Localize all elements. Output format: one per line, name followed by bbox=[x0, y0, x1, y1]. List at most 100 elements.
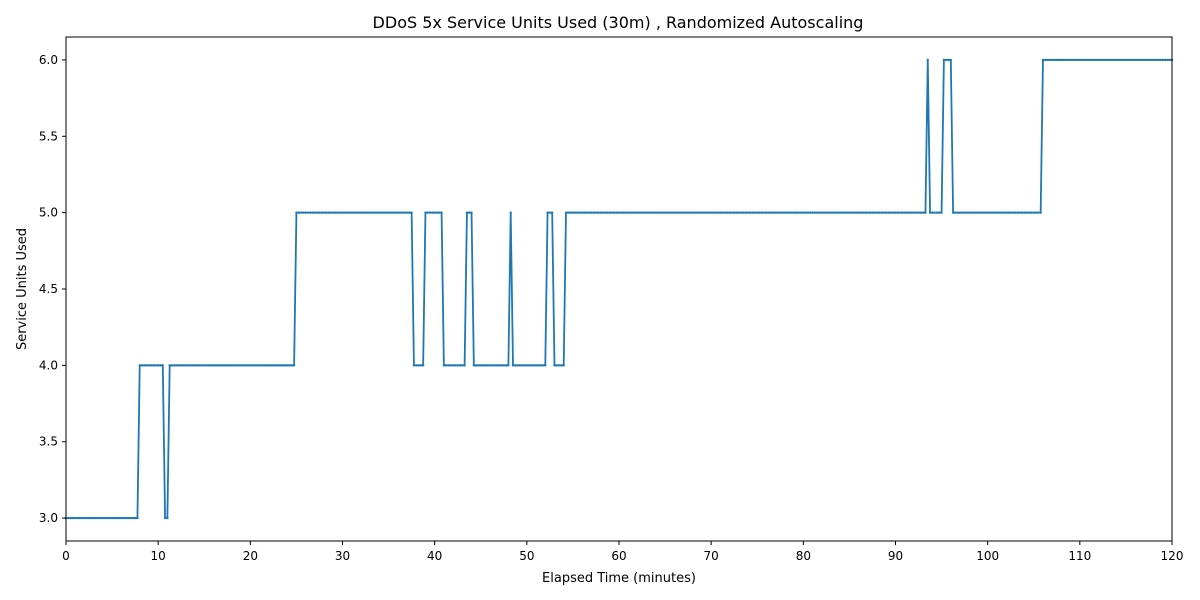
data-point bbox=[783, 211, 787, 214]
data-point bbox=[380, 211, 383, 214]
data-point bbox=[477, 364, 480, 367]
data-point bbox=[677, 211, 681, 214]
data-point bbox=[74, 516, 77, 520]
data-point bbox=[154, 364, 158, 367]
x-tick-label: 20 bbox=[243, 549, 258, 563]
data-point bbox=[716, 211, 720, 214]
data-point bbox=[1099, 58, 1102, 62]
data-point bbox=[1166, 58, 1169, 62]
data-point bbox=[468, 211, 471, 214]
data-point bbox=[574, 211, 577, 214]
data-point bbox=[689, 211, 692, 214]
data-point bbox=[693, 211, 697, 214]
data-point bbox=[597, 211, 600, 214]
data-point bbox=[951, 211, 955, 214]
data-point bbox=[1060, 58, 1063, 62]
data-point bbox=[110, 516, 114, 520]
data-point bbox=[1071, 58, 1075, 62]
data-point bbox=[1083, 58, 1086, 62]
data-point bbox=[295, 211, 298, 214]
data-point bbox=[661, 211, 664, 214]
data-point bbox=[180, 364, 183, 367]
data-point bbox=[751, 211, 754, 214]
data-point bbox=[103, 516, 107, 520]
data-point bbox=[931, 211, 934, 214]
data-point bbox=[1080, 58, 1084, 62]
data-point bbox=[145, 364, 148, 367]
x-tick-label: 60 bbox=[611, 549, 626, 563]
data-point bbox=[276, 364, 280, 367]
data-point bbox=[818, 211, 821, 214]
data-point bbox=[1055, 58, 1058, 62]
data-point bbox=[997, 211, 1001, 214]
data-point bbox=[594, 211, 598, 214]
data-point bbox=[463, 364, 466, 367]
data-point bbox=[1138, 58, 1141, 62]
data-point bbox=[1069, 58, 1072, 62]
data-point bbox=[935, 211, 939, 214]
data-point bbox=[1106, 58, 1109, 62]
data-point bbox=[707, 211, 711, 214]
data-point bbox=[221, 364, 224, 367]
data-point bbox=[131, 516, 135, 520]
data-point bbox=[615, 211, 618, 214]
data-point bbox=[1000, 211, 1003, 214]
data-point bbox=[320, 211, 323, 214]
data-point bbox=[410, 211, 413, 214]
data-point bbox=[875, 211, 879, 214]
data-point bbox=[839, 211, 842, 214]
data-point bbox=[256, 364, 259, 367]
data-point bbox=[836, 211, 840, 214]
data-point bbox=[115, 516, 118, 520]
data-point bbox=[80, 516, 84, 520]
data-point bbox=[152, 364, 155, 367]
data-point bbox=[822, 211, 826, 214]
data-point bbox=[984, 211, 987, 214]
x-tick-label: 80 bbox=[796, 549, 811, 563]
y-tick-label: 3.5 bbox=[39, 435, 58, 449]
data-point bbox=[762, 211, 766, 214]
data-point bbox=[592, 211, 595, 214]
data-point bbox=[797, 211, 800, 214]
data-point bbox=[262, 364, 266, 367]
data-point bbox=[237, 364, 241, 367]
data-point bbox=[624, 211, 628, 214]
data-point bbox=[956, 211, 959, 214]
y-tick-label: 4.5 bbox=[39, 282, 58, 296]
data-point bbox=[1092, 58, 1095, 62]
data-point bbox=[620, 211, 623, 214]
data-point bbox=[850, 211, 853, 214]
data-point bbox=[599, 211, 602, 214]
data-point bbox=[682, 211, 685, 214]
data-point bbox=[85, 516, 88, 520]
data-point bbox=[366, 211, 370, 214]
data-point bbox=[76, 516, 79, 520]
data-point bbox=[974, 211, 978, 214]
x-tick-label: 30 bbox=[335, 549, 350, 563]
data-point bbox=[226, 364, 229, 367]
data-point bbox=[709, 211, 713, 214]
data-point bbox=[958, 211, 962, 214]
data-point bbox=[1159, 58, 1162, 62]
data-point bbox=[173, 364, 176, 367]
series-line bbox=[66, 59, 1172, 519]
data-point bbox=[1124, 58, 1128, 62]
data-point bbox=[749, 211, 752, 214]
data-point bbox=[1108, 58, 1111, 62]
data-point bbox=[209, 364, 213, 367]
data-point bbox=[433, 211, 436, 214]
data-point bbox=[309, 211, 312, 214]
data-point bbox=[603, 211, 607, 214]
data-point bbox=[700, 211, 704, 214]
y-tick-label: 6.0 bbox=[39, 53, 58, 67]
data-point bbox=[1133, 58, 1137, 62]
data-point bbox=[196, 364, 199, 367]
data-point bbox=[698, 211, 701, 214]
data-point bbox=[779, 211, 782, 214]
data-point bbox=[385, 211, 388, 214]
data-point bbox=[106, 516, 109, 520]
data-point bbox=[733, 211, 736, 214]
data-point bbox=[885, 211, 888, 214]
data-point bbox=[841, 211, 844, 214]
y-tick-label: 3.0 bbox=[39, 511, 58, 525]
